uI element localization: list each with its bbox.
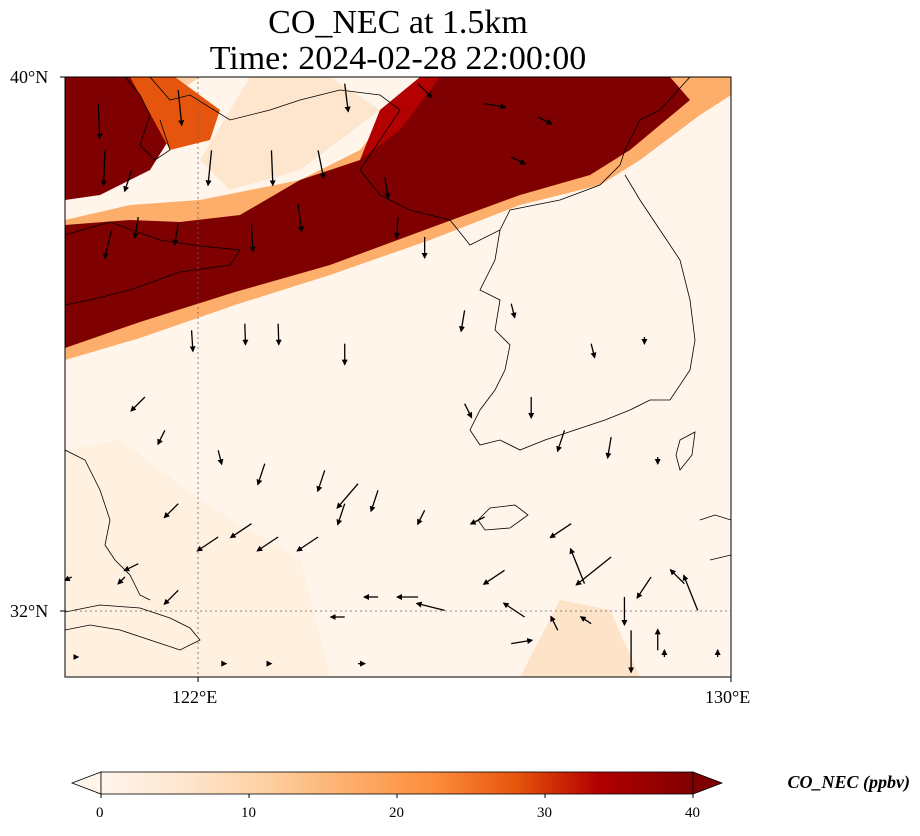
wind-arrow-30 — [217, 450, 224, 466]
wind-arrow-56 — [415, 601, 445, 611]
wind-arrow-3 — [269, 150, 276, 187]
lat-tick-32N: 32°N — [10, 601, 49, 621]
wind-arrow-16 — [297, 203, 304, 233]
coastline-shandong — [65, 221, 241, 306]
wind-arrow-10 — [537, 116, 553, 125]
wind-arrow-64 — [511, 638, 534, 645]
wind-arrow-9 — [484, 103, 507, 110]
cb-tick-label-10: 10 — [241, 805, 256, 821]
wind-arrow-37 — [556, 430, 566, 453]
wind-arrow-1 — [177, 90, 185, 127]
wind-arrow-54 — [569, 547, 586, 584]
wind-arrow-45 — [336, 483, 359, 509]
wind-arrow-47 — [469, 516, 485, 525]
wind-arrow-4 — [100, 150, 107, 187]
low-co-patch-southwest — [65, 440, 330, 677]
wind-arrow-44 — [296, 536, 319, 552]
map-area — [65, 77, 731, 677]
coastline-bohai — [124, 77, 171, 161]
plume-edge-north — [360, 77, 440, 160]
wind-arrow-42 — [256, 536, 279, 552]
wind-arrow-20 — [189, 330, 196, 353]
colorbar-extend-min — [70, 771, 102, 795]
wind-arrow-53 — [502, 602, 525, 618]
colorbar-label: CO_NEC (ppbv) — [787, 772, 911, 792]
wind-arrow-8 — [417, 83, 433, 99]
wind-arrow-41 — [196, 536, 219, 552]
wind-arrow-6 — [317, 150, 326, 180]
wind-arrow-38 — [605, 436, 612, 459]
wind-arrow-50 — [636, 576, 652, 599]
coastline-china-east — [65, 449, 151, 601]
wind-arrow-24 — [510, 303, 517, 319]
cb-tick-label-0: 0 — [96, 805, 104, 821]
wind-arrow-5 — [123, 170, 133, 193]
coastline-yangtze — [65, 604, 201, 651]
cb-tick-label-40: 40 — [685, 805, 700, 821]
wind-arrow-31 — [256, 463, 266, 486]
wind-arrow-67 — [682, 574, 699, 611]
wind-arrow-21 — [242, 323, 249, 346]
wind-arrow-18 — [384, 176, 391, 199]
wind-arrow-65 — [550, 615, 559, 631]
wind-arrow-32 — [316, 470, 326, 493]
coastline-kyushu — [699, 514, 731, 521]
wind-arrow-15 — [249, 223, 256, 253]
lon-tick-122E: 122°E — [172, 687, 218, 707]
wind-arrow-60 — [123, 563, 139, 572]
wind-arrow-11 — [510, 156, 527, 165]
coastline-jeju — [477, 504, 529, 531]
wind-arrow-46 — [417, 510, 426, 526]
wind-arrow-40 — [163, 503, 179, 519]
wind-arrow-49 — [575, 556, 612, 586]
wind-arrow-29 — [157, 430, 166, 446]
chart-title: CO_NEC at 1.5km — [268, 4, 528, 41]
wind-arrow-28 — [130, 396, 146, 412]
coastline-liaodong — [149, 77, 691, 246]
wind-vectors — [65, 83, 721, 674]
coastline-tsushima — [675, 431, 696, 471]
wind-arrow-17 — [393, 216, 400, 239]
wind-arrow-61 — [117, 576, 126, 585]
wind-arrow-25 — [458, 310, 466, 333]
wind-arrow-33 — [336, 503, 346, 526]
wind-arrow-26 — [590, 343, 597, 359]
low-co-patch-south — [520, 600, 640, 677]
lon-tick-130E: 130°E — [705, 687, 751, 707]
wind-arrow-22 — [275, 323, 282, 346]
plume-edge-northwest — [130, 77, 220, 150]
coastline-korea — [469, 174, 696, 451]
wind-arrow-43 — [229, 523, 252, 539]
wind-arrow-63 — [65, 575, 72, 582]
colorbar — [100, 771, 694, 795]
clean-air-pocket — [200, 77, 380, 190]
lat-tick-40N: 40°N — [10, 67, 49, 87]
plume-core — [65, 77, 690, 348]
coastlines — [65, 77, 731, 651]
wind-arrow-62 — [163, 589, 179, 606]
wind-arrow-35 — [464, 403, 473, 419]
cb-tick-label-20: 20 — [389, 805, 404, 821]
wind-arrow-52 — [482, 569, 505, 585]
coastline-kyushu-south — [709, 554, 731, 561]
wind-arrow-2 — [205, 150, 213, 187]
wind-arrow-7 — [344, 83, 351, 113]
map-frame — [64, 76, 732, 678]
wind-arrow-13 — [132, 216, 139, 239]
colorbar-extend-max — [692, 771, 724, 795]
chart-subtitle-time: Time: 2024-02-28 22:00:00 — [209, 40, 587, 77]
wind-arrow-68 — [669, 568, 685, 585]
wind-arrow-66 — [579, 616, 592, 625]
wind-arrow-12 — [102, 230, 113, 260]
cb-tick-label-30: 30 — [537, 805, 552, 821]
wind-arrow-14 — [172, 223, 179, 246]
wind-arrow-0 — [96, 103, 103, 140]
wind-arrow-48 — [549, 523, 572, 539]
wind-arrow-34 — [369, 490, 379, 513]
